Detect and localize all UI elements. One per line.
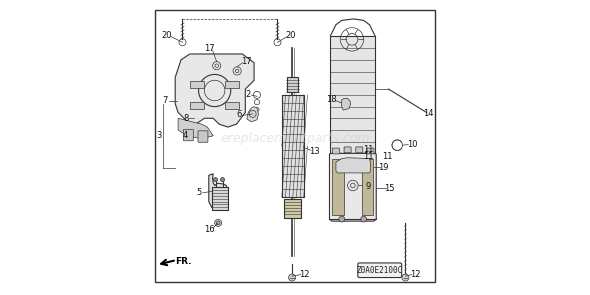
Circle shape (402, 274, 409, 281)
Text: 12: 12 (299, 270, 310, 279)
Circle shape (221, 178, 225, 182)
Bar (282, 95, 304, 197)
Bar (284, 199, 301, 218)
Text: 11: 11 (363, 152, 373, 161)
Text: 20: 20 (286, 31, 296, 40)
Bar (225, 101, 240, 109)
FancyBboxPatch shape (332, 148, 339, 154)
Bar (287, 77, 298, 92)
Polygon shape (175, 54, 254, 127)
Text: 7: 7 (162, 96, 168, 105)
Text: 8: 8 (183, 114, 188, 123)
Text: FR.: FR. (175, 257, 192, 266)
Bar (190, 101, 204, 109)
Text: 3: 3 (156, 131, 162, 140)
Text: 18: 18 (326, 95, 337, 104)
Text: 10: 10 (407, 140, 417, 149)
Polygon shape (336, 158, 371, 173)
Circle shape (289, 274, 296, 281)
Text: 11: 11 (363, 145, 373, 154)
Text: 11: 11 (382, 152, 392, 161)
Text: 16: 16 (204, 225, 215, 234)
Text: 15: 15 (384, 184, 395, 193)
Text: 5: 5 (197, 188, 202, 197)
Text: 12: 12 (411, 270, 421, 279)
Text: 9: 9 (365, 182, 371, 191)
Text: 20: 20 (161, 31, 172, 40)
FancyBboxPatch shape (183, 130, 194, 141)
Bar (330, 37, 375, 153)
Circle shape (360, 216, 366, 222)
Text: Z0A0E2100C: Z0A0E2100C (356, 266, 403, 275)
Bar (225, 81, 240, 88)
Text: 4: 4 (183, 131, 188, 140)
FancyBboxPatch shape (198, 131, 208, 142)
Text: 13: 13 (310, 147, 320, 155)
Polygon shape (178, 118, 213, 139)
FancyBboxPatch shape (367, 148, 374, 154)
FancyBboxPatch shape (358, 263, 402, 278)
Polygon shape (341, 99, 350, 110)
Polygon shape (329, 153, 376, 221)
Circle shape (339, 216, 345, 222)
Text: 17: 17 (241, 58, 251, 66)
FancyBboxPatch shape (356, 147, 363, 153)
Polygon shape (247, 106, 258, 122)
Bar (332, 159, 344, 215)
Polygon shape (209, 174, 228, 210)
Text: ereplacementparts.com: ereplacementparts.com (220, 132, 370, 145)
Text: 17: 17 (204, 44, 215, 53)
Circle shape (214, 178, 218, 182)
Bar (212, 187, 228, 210)
Text: 6: 6 (236, 110, 241, 119)
Text: 2: 2 (245, 90, 250, 99)
Text: 14: 14 (424, 109, 434, 117)
Circle shape (215, 219, 222, 226)
Bar (362, 159, 373, 215)
Bar (190, 81, 204, 88)
FancyBboxPatch shape (344, 147, 351, 153)
Text: 19: 19 (378, 163, 389, 172)
